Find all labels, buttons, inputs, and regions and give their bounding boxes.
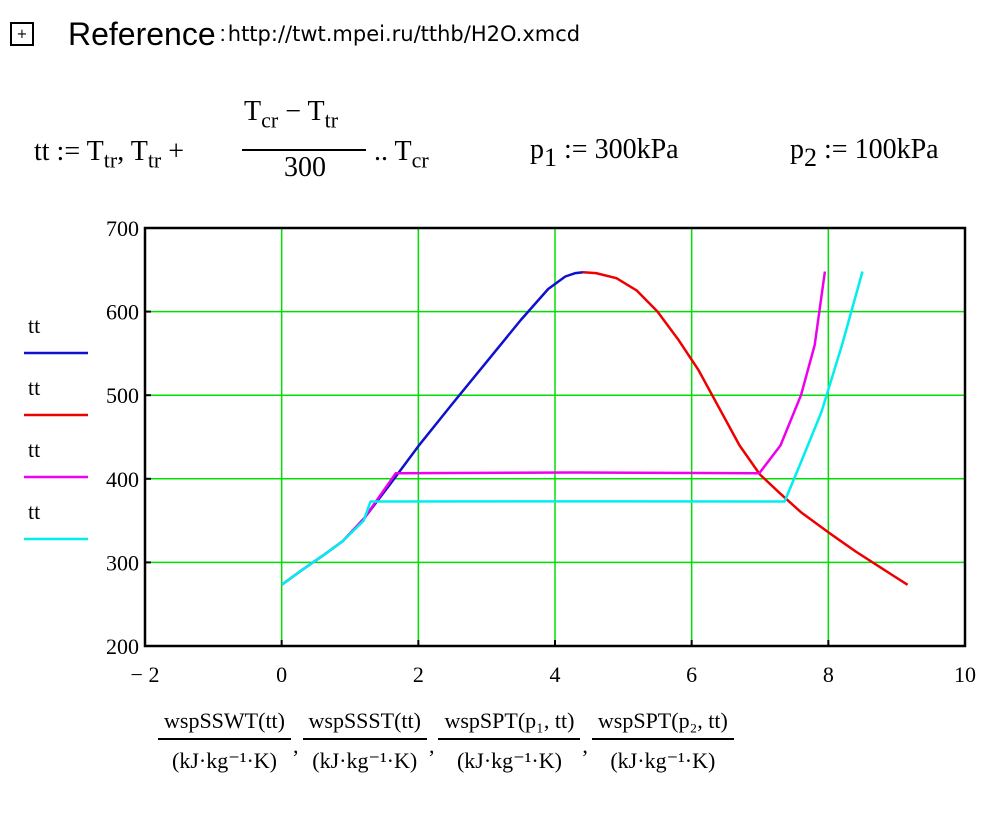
x-axis-fraction-2: wspSSST(tt) (kJ·kg⁻¹·K) [302,708,427,774]
expand-reference-button[interactable]: + [10,22,34,46]
tt-assign: tt := [34,136,81,167]
y-tick-label: 500 [106,383,139,408]
reference-url[interactable]: http://twt.mpei.ru/tthb/H2O.xmcd [227,22,581,46]
x-tick-label: 8 [823,662,834,687]
tt-definition-lhs[interactable]: tt := Ttr, Ttr + [34,136,184,174]
x-axis-numerator-2: wspSSST(tt) [308,708,421,733]
p1-definition[interactable]: p1 := 300kPa [530,134,679,173]
x-axis-fraction-line-4 [591,738,734,740]
t-tr-symbol: T [86,136,104,167]
y-tick-label: 400 [106,467,139,492]
series-line-2 [582,270,909,586]
x-axis-separator: , [293,733,299,758]
y-tick-label: 200 [106,634,139,659]
x-axis-fraction-3: wspSPT(p₁, tt) (kJ·kg⁻¹·K) [438,708,581,774]
x-axis-numerator-1: wspSSWT(tt) [164,708,285,733]
x-axis-denominator-1: (kJ·kg⁻¹·K) [172,748,277,773]
x-axis-fraction-1: wspSSWT(tt) (kJ·kg⁻¹·K) [158,708,291,774]
series-line-3 [280,271,827,586]
x-axis-numerator-3: wspSPT(p₁, tt) [444,708,575,733]
x-axis-denominator-2: (kJ·kg⁻¹·K) [312,748,418,773]
series-line-1 [280,270,584,586]
x-axis-separator: , [582,733,588,758]
x-axis-denominator-3: (kJ·kg⁻¹·K) [456,748,562,773]
x-axis-numerator-4: wspSPT(p₂, tt) [597,708,728,733]
reference-colon: : [219,21,226,46]
x-tick-label: 4 [550,662,561,687]
x-axis-fraction-4: wspSPT(p₂, tt) (kJ·kg⁻¹·K) [591,708,734,774]
x-axis-expression[interactable]: wspSSWT(tt) (kJ·kg⁻¹·K), wspSSST(tt) (kJ·kg… [158,708,734,774]
range-end: .. Tcr [374,136,429,174]
fraction-denominator: 300 [284,152,326,183]
y-tick-label: 700 [106,216,139,241]
p1-value: := 300kPa [564,134,679,165]
plus-sign: + [168,136,185,167]
legend-label-1: tt [28,313,40,338]
t-tr-sub: tr [103,147,118,173]
t-tr-sub-3: tr [324,107,339,133]
x-tick-label: 10 [954,662,976,687]
y-tick-label: 300 [106,550,139,575]
fraction-numerator: Tcr − Ttr [244,96,338,134]
x-tick-label: − 2 [131,662,160,687]
p2-definition[interactable]: p2 := 100kPa [790,134,939,173]
t-tr-sub-2: tr [147,147,162,173]
t-cr-sub: cr [261,107,279,133]
x-tick-label: 0 [276,662,287,687]
reference-row: + Reference : http://twt.mpei.ru/tthb/H2… [10,14,580,54]
t-cr-symbol: T [244,96,262,127]
y-tick-label: 600 [106,300,139,325]
x-axis-fraction-line-1 [158,738,291,740]
reference-label: Reference [68,15,216,52]
x-axis-fraction-line-2 [302,738,427,740]
x-axis-denominator-4: (kJ·kg⁻¹·K) [610,748,716,773]
range-dots: .. [374,136,388,167]
x-tick-label: 6 [686,662,697,687]
p1-symbol: p [530,134,544,165]
comma: , [117,136,125,167]
t-tr-symbol-3: T [307,96,325,127]
legend-label-3: tt [28,437,40,462]
t-cr-symbol-2: T [394,136,412,167]
p2-sub: 2 [804,142,817,172]
t-tr-symbol-2: T [130,136,148,167]
x-axis-fraction-line-3 [438,738,581,740]
p2-symbol: p [790,134,804,165]
x-axis-separator: , [428,733,435,758]
x-tick-label: 2 [413,662,424,687]
t-cr-sub-2: cr [411,147,429,173]
series-line-4 [280,271,864,586]
legend-label-4: tt [28,499,40,524]
legend-label-2: tt [28,375,40,400]
fraction-line [242,149,366,151]
minus-sign: − [285,96,301,127]
p2-value: := 100kPa [824,134,939,165]
p1-sub: 1 [544,142,557,172]
